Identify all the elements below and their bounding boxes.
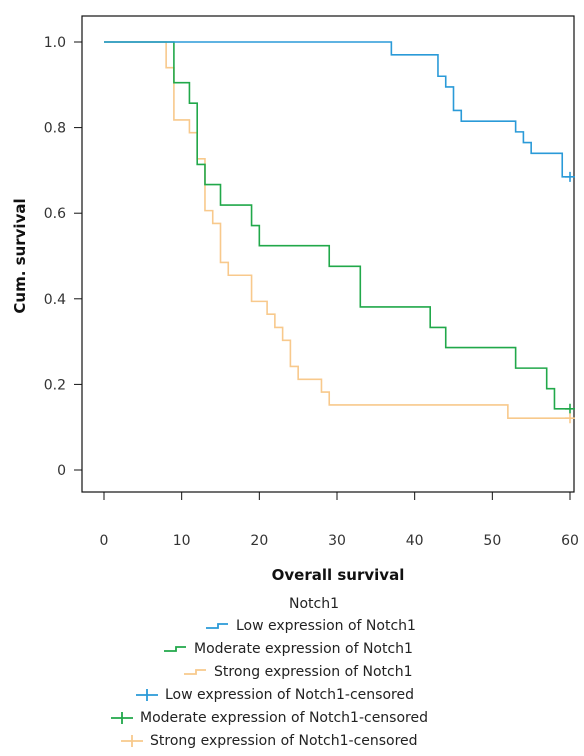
y-axis: 0 0.2 0.4 0.6 0.8 1.0 — [44, 35, 82, 479]
plot-frame — [81, 15, 575, 493]
y-tick-label: 0.4 — [44, 292, 66, 308]
legend-swatch-0 — [206, 623, 228, 629]
legend-swatch-4 — [111, 712, 133, 724]
censor-marker-0 — [565, 171, 575, 182]
legend-label-0: Low expression of Notch1 — [236, 618, 416, 634]
x-tick-label: 60 — [561, 533, 579, 549]
legend-swatch-1 — [164, 646, 186, 652]
x-axis: 0 10 20 30 40 50 60 — [100, 492, 579, 549]
censor-marker-1 — [565, 403, 575, 414]
x-tick-label: 10 — [173, 533, 191, 549]
y-tick-label: 0.2 — [44, 377, 66, 393]
y-tick-label: 0.6 — [44, 206, 66, 222]
x-tick-label: 20 — [250, 533, 268, 549]
legend-swatch-5 — [121, 735, 143, 747]
y-tick-label: 0 — [57, 463, 66, 479]
y-axis-title: Cum. survival — [11, 198, 29, 313]
legend-label-3: Low expression of Notch1-censored — [165, 687, 414, 703]
x-tick-label: 50 — [483, 533, 501, 549]
x-tick-label: 40 — [406, 533, 424, 549]
series-line-1 — [104, 41, 570, 410]
y-tick-label: 0.8 — [44, 121, 66, 137]
legend-label-5: Strong expression of Notch1-censored — [150, 733, 418, 749]
legend-label-1: Moderate expression of Notch1 — [194, 641, 413, 657]
x-tick-label: 30 — [328, 533, 346, 549]
x-tick-label: 0 — [100, 533, 109, 549]
legend-label-4: Moderate expression of Notch1-censored — [140, 710, 428, 726]
censor-markers — [565, 171, 575, 424]
legend-swatch-3 — [136, 689, 158, 701]
legend-title: Notch1 — [289, 596, 339, 612]
survival-curves — [104, 41, 570, 420]
series-line-2 — [104, 41, 570, 420]
x-axis-title: Overall survival — [272, 566, 405, 584]
legend: Notch1 Low expression of Notch1 Moderate … — [111, 596, 428, 749]
legend-swatch-2 — [184, 669, 206, 675]
legend-label-2: Strong expression of Notch1 — [214, 664, 413, 680]
series-line-0 — [104, 41, 570, 178]
y-tick-label: 1.0 — [44, 35, 66, 51]
censor-marker-2 — [565, 413, 575, 424]
